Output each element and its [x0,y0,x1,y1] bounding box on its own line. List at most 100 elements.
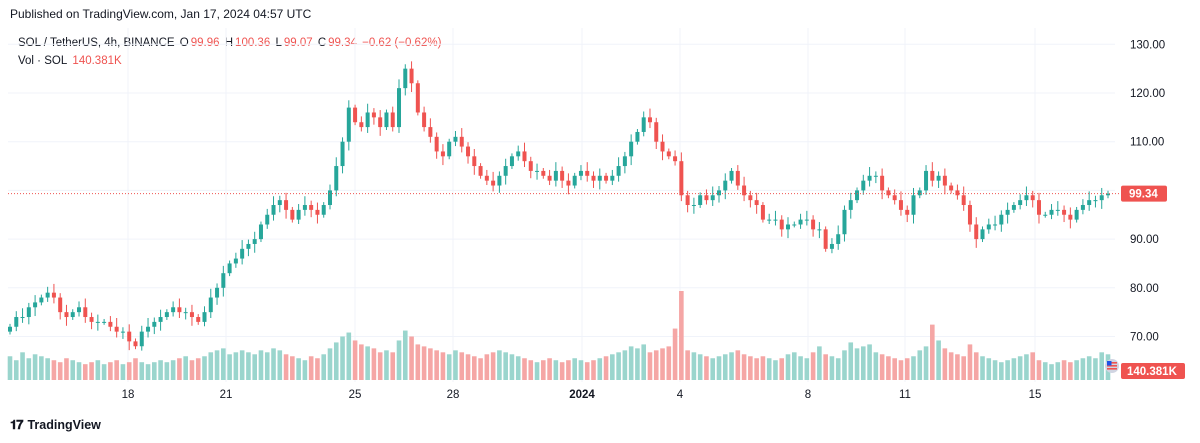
volume-bar [359,344,364,380]
candle-body [1106,193,1110,196]
candle-body [1074,209,1079,220]
candle-body [1018,200,1023,206]
candle-body [70,312,75,318]
candle-body [365,112,370,128]
volume-bar [64,358,69,380]
volume-bar [566,360,571,380]
candle-body [666,151,671,157]
candle-body [629,141,634,157]
volume-bar [672,328,678,380]
candle-body [258,224,263,240]
volume-bar [704,356,709,380]
volume-bar [942,348,948,380]
low-value: 99.07 [283,37,313,49]
candle-body [315,209,320,215]
candle-body [422,112,427,128]
volume-bar [277,350,283,380]
volume-bar [177,358,182,380]
candle-body [748,195,753,201]
volume-bar [647,352,653,380]
volume-bar [453,350,458,380]
candle-body [560,170,565,181]
last-price-badge-text: 99.34 [1129,189,1158,201]
volume-bar [886,356,891,380]
volume-bar [917,350,923,380]
volume-bar [528,360,534,380]
volume-bar [133,358,138,380]
volume-bar [434,350,439,380]
volume-bar [597,358,603,380]
candle-body [152,321,157,327]
flag-icon [1105,359,1119,373]
candle-body [641,117,646,132]
footer-brand[interactable]: 𝟏𝟕 TradingView [10,417,101,433]
candle-body [1099,195,1104,201]
last-volume-badge-bg [1121,363,1185,379]
candle-body [1024,195,1029,201]
candle-body [974,224,979,240]
candle-body [892,195,897,201]
candle-body [1043,214,1048,216]
volume-bar [82,364,88,380]
candle-body [924,170,929,191]
volume-bar [221,348,226,380]
candle-body [371,112,376,118]
candle-body [26,307,31,318]
volume-bar [867,344,872,380]
volume-bar [264,352,270,380]
candle-body [880,175,885,191]
candle-body [20,317,25,319]
volume-bar [591,360,596,380]
volume-bar [628,346,634,380]
volume-bar [57,362,63,380]
x-tick-label: 2024 [569,389,595,401]
candle-body [905,209,910,215]
high-value: 100.36 [235,37,271,49]
candle-body [685,195,690,206]
candle-body [986,224,991,230]
candle-body [679,161,684,196]
candle-body [773,219,778,221]
footer-brand-text: TradingView [27,418,101,432]
candle-body [133,341,138,347]
x-tick-label: 18 [122,389,135,401]
volume-bar [823,354,828,380]
volume-bar [892,358,897,380]
candle-body [453,136,458,142]
volume-bar [239,350,245,380]
candle-body [265,214,270,225]
volume-bar [409,336,414,380]
candle-body [503,166,508,176]
volume-bars [7,291,1111,380]
candle-body [999,214,1004,225]
x-tick-label: 8 [805,389,811,401]
volume-bar [1055,362,1061,380]
volume-bar [1099,352,1105,380]
y-tick-label: 90.00 [1130,234,1159,246]
volume-bar [384,350,389,380]
volume-bar [898,360,904,380]
volume-bar [653,350,659,380]
volume-label[interactable]: Vol · SOL [18,55,68,67]
candle-body [1049,209,1054,215]
volume-bar [986,358,992,380]
volume-bar [302,360,308,380]
candle-body [1005,209,1010,215]
change-value: −0.62 (−0.62%) [362,37,442,49]
volume-bar [340,336,345,380]
y-tick-label: 110.00 [1130,137,1164,149]
candle-body [754,200,759,206]
candle-body [610,175,615,181]
candle-body [434,136,439,152]
candle-body [189,312,194,318]
volume-bar [641,344,647,380]
volume-bar [1005,360,1010,380]
candle-body [334,166,339,191]
volume-bar [227,354,232,380]
volume-bar [333,342,339,380]
x-tick-label: 15 [1029,389,1042,401]
open-value: 99.96 [190,37,220,49]
published-header: Published on TradingView.com, Jan 17, 20… [10,7,312,21]
symbol-label[interactable]: SOL / TetherUS, 4h, BINANCE [18,37,175,49]
